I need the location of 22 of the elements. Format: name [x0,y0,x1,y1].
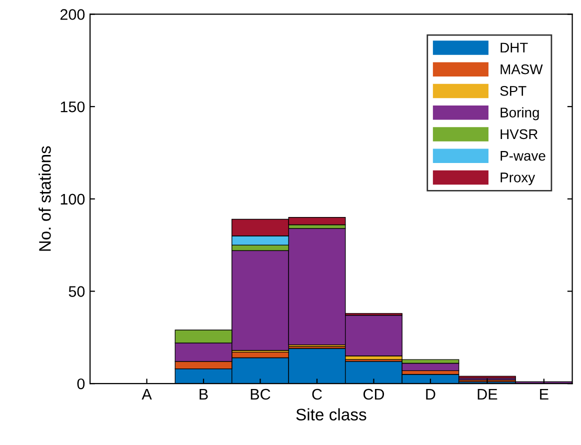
x-tick-label: A [142,389,152,400]
y-axis-title: No. of stations [38,146,51,251]
legend-label: SPT [500,86,526,96]
y-tick-label: 150 [60,101,85,112]
legend-label: HVSR [500,129,538,140]
x-tick-label: C [312,388,322,400]
x-tick-label: DE [478,389,498,400]
legend-label: DHT [500,42,528,52]
y-tick-label: 50 [68,286,85,297]
x-axis-title: Site class [296,408,366,420]
legend-label: P-wave [500,151,546,161]
legend-label: MASW [500,64,543,74]
legend-label: Proxy [500,172,536,186]
y-tick-label: 0 [77,378,85,390]
x-tick-label: CD [363,388,384,400]
x-tick-label: D [426,389,436,400]
x-tick-label: B [200,389,208,400]
legend-label: Boring [500,107,539,120]
y-tick-label: 100 [60,194,85,205]
y-tick-label: 200 [60,9,85,20]
x-tick-label: BC [250,388,270,400]
x-tick-label: E [540,389,548,400]
